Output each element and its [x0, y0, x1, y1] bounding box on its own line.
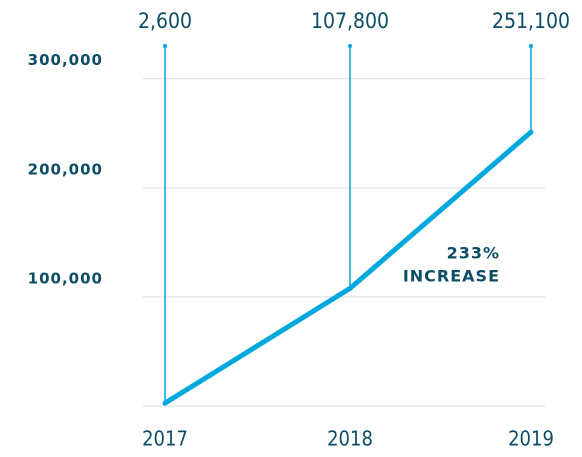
- value-label: 107,800: [311, 9, 389, 33]
- annotation: 233%: [447, 244, 500, 263]
- drop-dot: [529, 44, 533, 48]
- drop-dot: [348, 44, 352, 48]
- y-tick-label: 300,000: [28, 51, 103, 69]
- value-label: 251,100: [492, 9, 570, 33]
- x-tick-label: 2017: [142, 427, 188, 451]
- line: [162, 129, 534, 406]
- value-label: 2,600: [138, 9, 192, 33]
- drop-dot: [163, 44, 167, 48]
- annotation: INCREASE: [403, 267, 500, 286]
- x-tick-label: 2019: [508, 427, 554, 451]
- x-tick-label: 2018: [327, 427, 373, 451]
- y-tick-label: 200,000: [28, 160, 103, 178]
- y-tick-label: 100,000: [28, 269, 103, 287]
